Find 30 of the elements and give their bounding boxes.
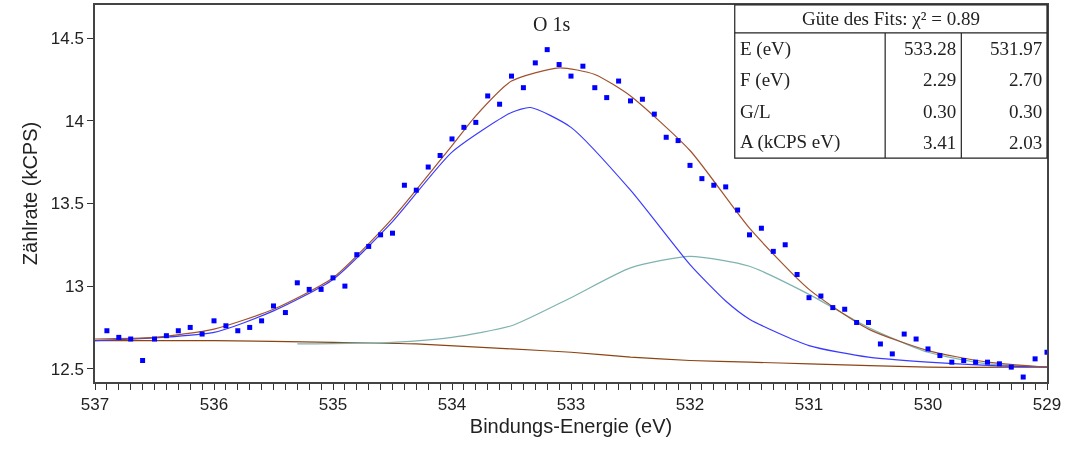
annotation: 2.03	[1009, 132, 1043, 153]
annotation: G/L	[740, 101, 771, 122]
y-tick-label: 12.5	[50, 359, 84, 379]
y-tick-label: 14	[64, 111, 84, 131]
x-tick-label: 529	[1032, 395, 1062, 415]
y-axis-title: Zählrate (kCPS)	[18, 121, 41, 266]
x-tick-label: 533	[556, 395, 586, 415]
x-tick-label: 531	[794, 395, 824, 415]
x-axis-title: Bindungs-Energie (eV)	[469, 415, 673, 438]
annotation: F (eV)	[740, 69, 791, 91]
x-tick-label: 536	[199, 395, 229, 415]
y-tick-label: 13.5	[50, 194, 84, 214]
x-tick-label: 534	[437, 395, 467, 415]
annotation: 533.28	[904, 38, 957, 59]
annotation: A (kCPS eV)	[740, 131, 841, 153]
annotation: Güte des Fits: χ² = 0.89	[802, 8, 980, 29]
annotation: E (eV)	[740, 38, 792, 60]
annotation: 0.30	[923, 101, 957, 122]
y-tick-label: 13	[64, 277, 84, 297]
x-tick-label: 535	[318, 395, 348, 415]
annotation: 0.30	[1009, 101, 1043, 122]
x-tick-label: 530	[913, 395, 943, 415]
x-tick-label: 532	[675, 395, 705, 415]
annotation: 531.97	[990, 38, 1043, 59]
annotation: 2.70	[1009, 69, 1043, 90]
x-tick-label: 537	[80, 395, 110, 415]
y-tick-label: 14.5	[50, 29, 84, 49]
annotation: 2.29	[923, 69, 957, 90]
annotation: 3.41	[923, 132, 957, 153]
annotation: O 1s	[533, 13, 571, 35]
